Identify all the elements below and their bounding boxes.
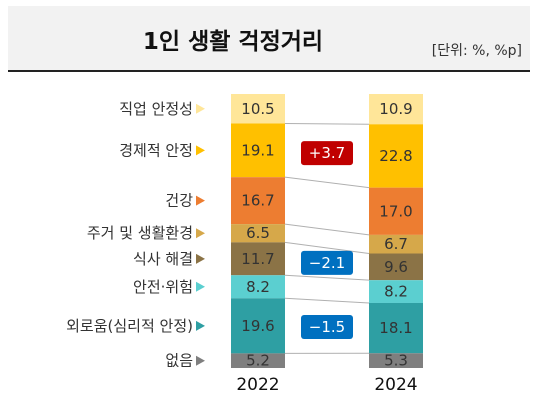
data-label-건강-2024: 17.0: [379, 202, 412, 220]
category-label-직업-안정성: 직업 안정성: [119, 100, 193, 118]
bar-segment-주거-및-생활환경-2022: [231, 224, 285, 243]
data-label-직업-안정성-2022: 10.5: [241, 100, 274, 118]
connector-line: [284, 176, 370, 189]
unit-label: [단위: %, %p]: [431, 43, 522, 59]
change-label-외로움-심리적-안정: −1.5: [309, 318, 345, 336]
category-label-안전-위험: 안전·위험: [133, 278, 193, 296]
triangle-marker-icon: [196, 253, 205, 264]
x-tick-label-2024: 2024: [374, 375, 417, 395]
triangle-marker-icon: [196, 320, 205, 331]
triangle-marker-icon: [196, 145, 205, 156]
triangle-marker-icon: [196, 355, 205, 366]
bar-segment-경제적-안정-2022: [231, 123, 285, 178]
change-label-식사-해결: −2.1: [309, 254, 345, 272]
data-label-안전-위험-2022: 8.2: [246, 278, 270, 296]
category-label-주거-및-생활환경: 주거 및 생활환경: [87, 224, 193, 242]
data-label-없음-2024: 5.3: [384, 352, 408, 370]
data-label-주거-및-생활환경-2022: 6.5: [246, 224, 270, 242]
data-label-식사-해결-2022: 11.7: [241, 250, 274, 268]
bar-segment-경제적-안정-2024: [369, 124, 423, 188]
category-label-없음: 없음: [165, 352, 193, 370]
connector-line: [284, 274, 370, 281]
bar-segment-식사-해결-2022: [231, 242, 285, 276]
category-label-건강: 건강: [165, 192, 193, 210]
change-badge-외로움-심리적-안정: [301, 314, 353, 339]
data-label-경제적-안정-2022: 19.1: [241, 141, 274, 159]
bar-segment-없음-2024: [369, 353, 423, 368]
triangle-marker-icon: [196, 228, 205, 239]
data-label-안전-위험-2024: 8.2: [384, 283, 408, 301]
bar-segment-외로움-심리적-안정-2024: [369, 302, 423, 354]
connector-line: [284, 297, 370, 304]
connector-line: [284, 223, 370, 236]
bar-segment-건강-2024: [369, 187, 423, 235]
data-label-외로움-심리적-안정-2022: 19.6: [241, 317, 274, 335]
category-label-경제적-안정: 경제적 안정: [119, 141, 193, 159]
chart-title: 1인 생활 걱정거리: [142, 29, 324, 55]
change-badge-경제적-안정: [301, 141, 353, 166]
bar-segment-건강-2022: [231, 177, 285, 225]
change-badge-식사-해결: [301, 250, 353, 275]
data-label-식사-해결-2024: 9.6: [384, 258, 408, 276]
bar-segment-안전-위험-2024: [369, 280, 423, 303]
triangle-marker-icon: [196, 281, 205, 292]
data-label-없음-2022: 5.2: [246, 352, 270, 370]
x-tick-label-2022: 2022: [236, 375, 279, 395]
data-label-건강-2022: 16.7: [241, 192, 274, 210]
bar-segment-안전-위험-2022: [231, 275, 285, 299]
connector-line: [284, 123, 370, 125]
bar-segment-직업-안정성-2024: [369, 94, 423, 125]
data-label-외로움-심리적-안정-2024: 18.1: [379, 319, 412, 337]
connector-line: [284, 241, 370, 255]
bar-segment-주거-및-생활환경-2024: [369, 234, 423, 254]
triangle-marker-icon: [196, 103, 205, 114]
data-label-경제적-안정-2024: 22.8: [379, 147, 412, 165]
data-label-직업-안정성-2024: 10.9: [379, 100, 412, 118]
category-label-식사-해결: 식사 해결: [133, 250, 193, 268]
data-label-주거-및-생활환경-2024: 6.7: [384, 235, 408, 253]
bar-segment-외로움-심리적-안정-2022: [231, 298, 285, 354]
title-band: 1인 생활 걱정거리 [단위: %, %p]: [8, 6, 530, 72]
bar-segment-없음-2022: [231, 353, 285, 368]
category-label-외로움-심리적-안정: 외로움(심리적 안정): [66, 317, 193, 335]
triangle-marker-icon: [196, 195, 205, 206]
change-label-경제적-안정: +3.7: [309, 144, 345, 162]
bar-segment-식사-해결-2024: [369, 253, 423, 281]
bar-segment-직업-안정성-2022: [231, 94, 285, 124]
